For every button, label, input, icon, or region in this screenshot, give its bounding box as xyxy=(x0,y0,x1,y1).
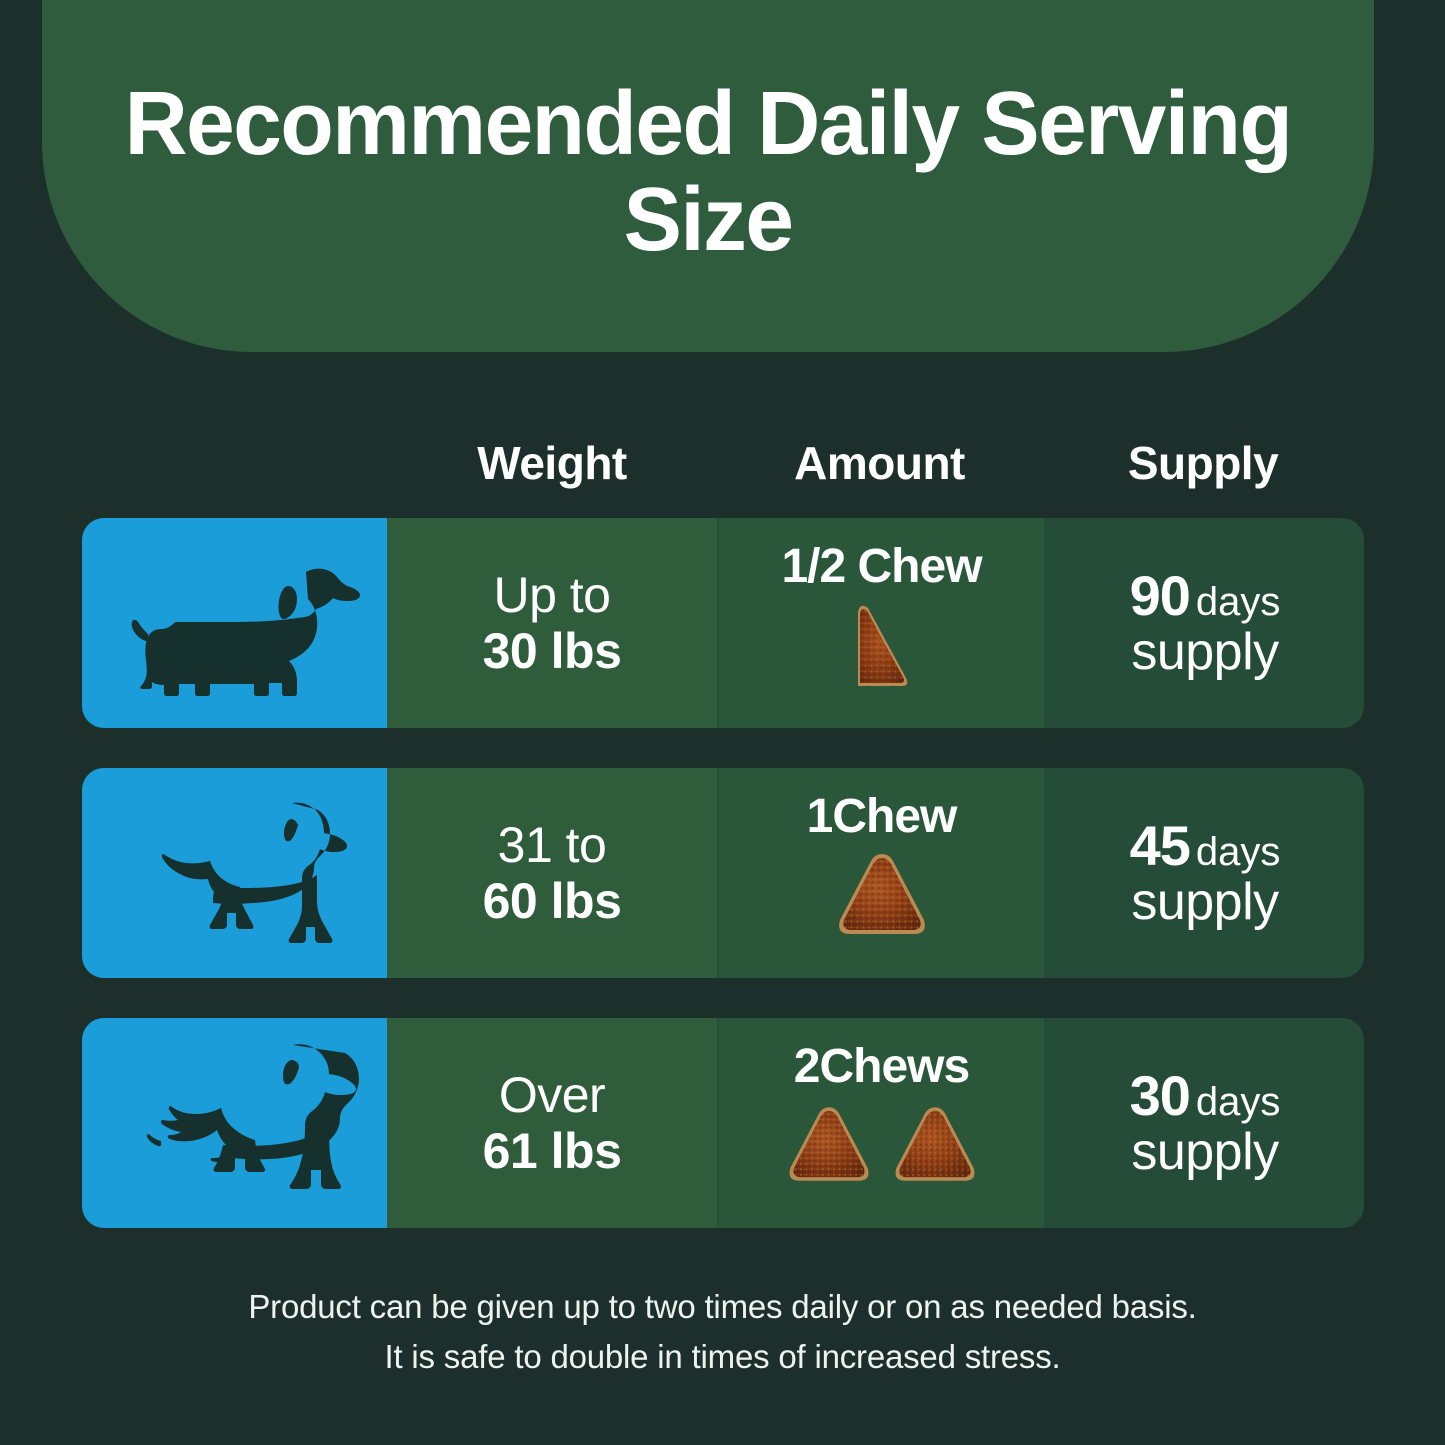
supply-number: 30 xyxy=(1129,1064,1191,1127)
supply-cell: 30 days supply xyxy=(1046,1018,1364,1228)
weight-line-1: Over xyxy=(498,1066,606,1123)
chew-illustration-group xyxy=(783,1098,981,1208)
supply-word: supply xyxy=(1131,623,1279,681)
title-line-2: Daily Serving Size xyxy=(623,73,1293,270)
supply-unit: days xyxy=(1195,830,1281,874)
table-row: Up to 30 lbs 1/2 Chew xyxy=(82,518,1364,728)
labrador-silhouette-icon xyxy=(161,802,347,943)
supply-unit: days xyxy=(1195,580,1281,624)
supply-word: supply xyxy=(1131,1123,1279,1181)
column-header-weight: Weight xyxy=(477,437,627,489)
retriever-silhouette-icon xyxy=(146,1044,359,1189)
weight-value: Up to 30 lbs xyxy=(483,567,622,680)
amount-cell: 1/2 Chew xyxy=(719,518,1046,728)
supply-value: 45 days supply xyxy=(1129,814,1281,931)
weight-line-2: 60 lbs xyxy=(482,873,622,929)
table-row: 31 to 60 lbs 1Chew xyxy=(82,768,1364,978)
table-column-headers: Weight Amount Supply xyxy=(82,420,1364,506)
supply-unit: days xyxy=(1195,1080,1281,1124)
column-header-amount: Amount xyxy=(794,437,965,489)
chew-triangle-icon xyxy=(895,1106,974,1181)
weight-cell: Over 61 lbs xyxy=(387,1018,719,1228)
header-panel: Recommended Daily Serving Size xyxy=(42,0,1374,352)
weight-line-1: Up to xyxy=(493,566,611,623)
dog-size-tile xyxy=(82,1018,387,1228)
chew-triangle-icon xyxy=(838,853,925,934)
supply-cell: 90 days supply xyxy=(1046,518,1364,728)
supply-number: 90 xyxy=(1129,564,1191,627)
amount-cell: 1Chew xyxy=(719,768,1046,978)
dog-size-tile xyxy=(82,768,387,978)
half-chew-triangle-icon xyxy=(857,605,907,686)
chew-illustration-group xyxy=(832,848,932,958)
table-row: Over 61 lbs 2Chews xyxy=(82,1018,1364,1228)
weight-value: 31 to 60 lbs xyxy=(483,817,622,930)
supply-value: 90 days supply xyxy=(1129,564,1281,681)
weight-cell: 31 to 60 lbs xyxy=(387,768,719,978)
column-header-supply: Supply xyxy=(1127,437,1279,489)
footer-line-2: It is safe to double in times of increas… xyxy=(384,1338,1061,1376)
dog-size-tile xyxy=(82,518,387,728)
dachshund-silhouette-icon xyxy=(131,568,360,696)
weight-line-2: 30 lbs xyxy=(482,623,622,679)
footer-note: Product can be given up to two times dai… xyxy=(0,1282,1445,1382)
page-title: Recommended Daily Serving Size xyxy=(62,73,1354,270)
weight-line-1: 31 to xyxy=(497,816,607,873)
title-line-1: Recommended xyxy=(124,73,736,174)
amount-value: 2Chews xyxy=(793,1039,970,1093)
amount-value: 1/2 Chew xyxy=(781,539,982,593)
supply-number: 45 xyxy=(1129,814,1191,877)
footer-line-1: Product can be given up to two times dai… xyxy=(248,1288,1197,1325)
weight-cell: Up to 30 lbs xyxy=(387,518,719,728)
weight-line-2: 61 lbs xyxy=(482,1123,622,1179)
weight-value: Over 61 lbs xyxy=(483,1067,622,1180)
supply-value: 30 days supply xyxy=(1129,1064,1281,1181)
chew-triangle-icon xyxy=(789,1106,868,1181)
amount-value: 1Chew xyxy=(806,789,958,843)
chew-illustration-group xyxy=(846,598,918,708)
supply-cell: 45 days supply xyxy=(1046,768,1364,978)
amount-cell: 2Chews xyxy=(719,1018,1046,1228)
supply-word: supply xyxy=(1131,873,1279,931)
